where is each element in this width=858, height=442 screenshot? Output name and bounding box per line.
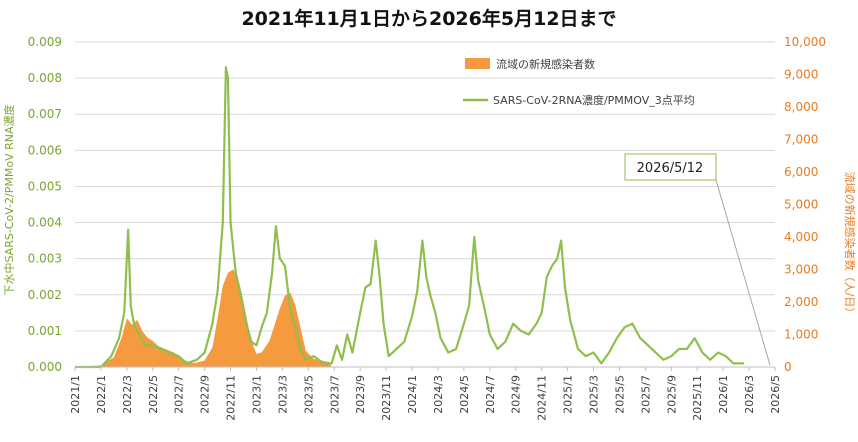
left-tick-label: 0.006	[28, 143, 62, 157]
rna-line	[75, 66, 744, 369]
left-tick-label: 0.007	[28, 107, 62, 121]
x-ticks: 2021/1 2022/1 2022/3 2022/5 2022/7 2022/9 2022…	[69, 367, 782, 421]
x-tick-label: 2026/3	[743, 375, 756, 414]
x-tick-label: 2023/1	[250, 375, 263, 414]
right-tick-label: 6,000	[784, 165, 818, 179]
right-tick-label: 7,000	[784, 133, 818, 147]
right-tick-label: 8,000	[784, 100, 818, 114]
right-tick-label: 10,000	[784, 35, 826, 49]
legend-cases-label: 流域の新規感染者数	[496, 57, 595, 71]
x-tick-label: 2026/1	[717, 375, 730, 414]
legend-rna-label: SARS-CoV-2RNA濃度/PMMOV_3点平均	[493, 93, 695, 107]
x-tick-label: 2023/5	[302, 375, 315, 414]
right-tick-label: 3,000	[784, 263, 818, 277]
left-y-ticks: 0.000 0.001 0.002 0.003 0.004 0.005 0.006 0.007…	[28, 35, 62, 374]
x-tick-label: 2024/1	[406, 375, 419, 414]
x-tick-label: 2024/11	[536, 375, 549, 421]
x-tick-label: 2023/3	[276, 375, 289, 414]
x-tick-label: 2022/1	[95, 375, 108, 414]
right-tick-label: 9,000	[784, 68, 818, 82]
x-tick-label: 2022/9	[199, 375, 212, 414]
cases-area	[75, 269, 332, 367]
callout-label: 2026/5/12	[637, 161, 704, 176]
x-tick-label: 2021/1	[69, 375, 82, 414]
x-tick-label: 2025/3	[588, 375, 601, 414]
x-tick-label: 2025/7	[639, 375, 652, 414]
x-tick-label: 2024/3	[432, 375, 445, 414]
callout-leader	[715, 179, 771, 366]
right-tick-label: 2,000	[784, 295, 818, 309]
left-tick-label: 0.009	[28, 35, 62, 49]
x-tick-label: 2022/3	[121, 375, 134, 414]
right-tick-label: 1,000	[784, 328, 818, 342]
chart-title: 2021年11月1日から2026年5月12日まで	[241, 7, 616, 30]
left-axis-label: 下水中SARS-CoV-2/PMMoV RNA濃度	[2, 104, 16, 295]
right-y-ticks: 0 1,000 2,000 3,000 4,000 5,000 6,000 7,000 8,00…	[784, 35, 826, 374]
x-tick-label: 2025/9	[665, 375, 678, 414]
legend: 流域の新規感染者数 SARS-CoV-2RNA濃度/PMMOV_3点平均	[463, 57, 695, 107]
right-tick-label: 0	[784, 360, 792, 374]
callout-box	[624, 153, 717, 181]
legend-cases-swatch	[465, 58, 490, 69]
left-tick-label: 0.002	[28, 288, 62, 302]
x-tick-label: 2024/7	[484, 375, 497, 414]
left-tick-label: 0.003	[28, 252, 62, 266]
right-tick-label: 4,000	[784, 230, 818, 244]
left-tick-label: 0.001	[28, 324, 62, 338]
x-tick-label: 2022/5	[147, 375, 160, 414]
x-tick-label: 2025/11	[691, 375, 704, 421]
right-axis-label: 流域の新規感染者数（人/日）	[843, 172, 857, 319]
left-tick-label: 0.000	[28, 360, 62, 374]
date-callout: 2026/5/12	[624, 153, 771, 366]
x-tick-label: 2023/7	[328, 375, 341, 414]
left-tick-label: 0.004	[28, 216, 62, 230]
left-tick-label: 0.005	[28, 179, 62, 193]
x-tick-label: 2024/5	[458, 375, 471, 414]
right-tick-label: 5,000	[784, 198, 818, 212]
x-tick-label: 2023/11	[380, 375, 393, 421]
x-tick-label: 2022/7	[173, 375, 186, 414]
left-tick-label: 0.008	[28, 71, 62, 85]
x-tick-label: 2025/1	[562, 375, 575, 414]
x-tick-label: 2024/9	[510, 375, 523, 414]
x-tick-label: 2026/5	[769, 375, 782, 414]
x-tick-label: 2022/11	[225, 375, 238, 421]
grid	[75, 41, 775, 332]
x-tick-label: 2023/9	[354, 375, 367, 414]
x-tick-label: 2025/5	[613, 375, 626, 414]
